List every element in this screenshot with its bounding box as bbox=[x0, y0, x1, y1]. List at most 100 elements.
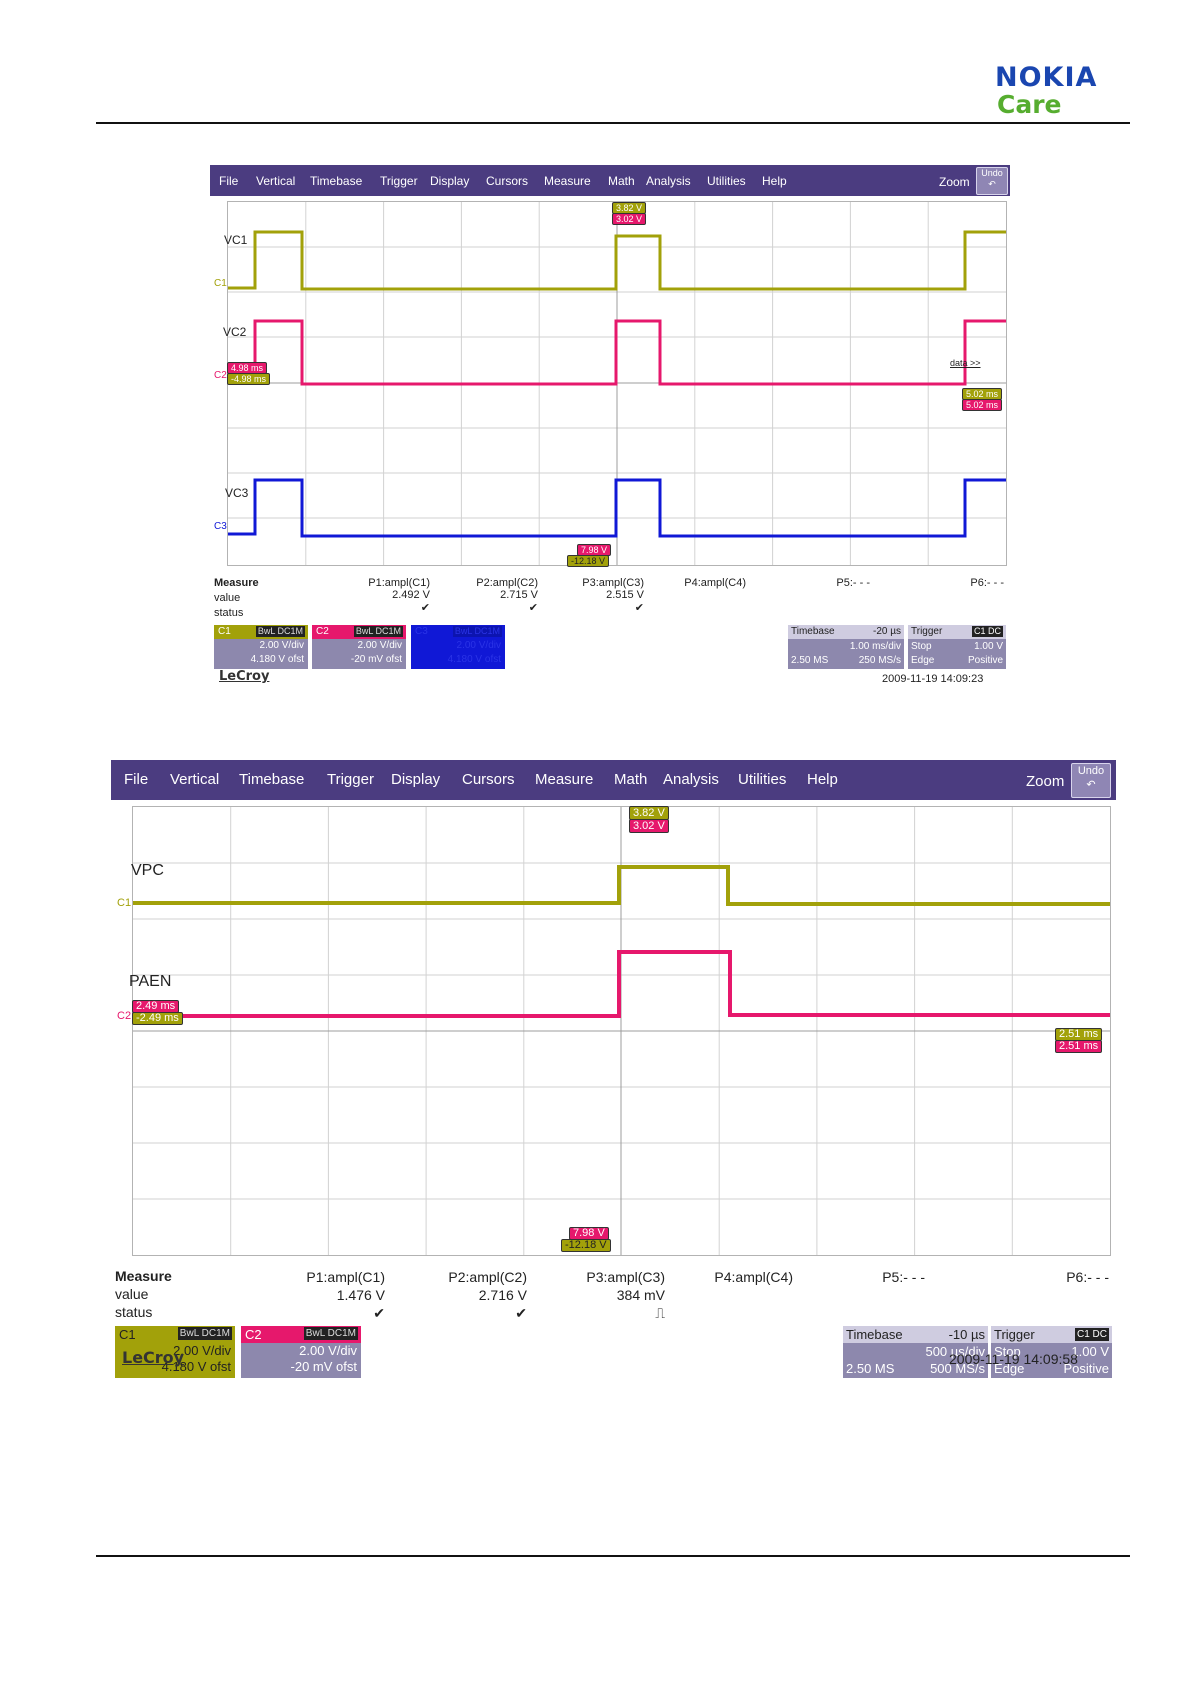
scope1-menubar: File Vertical Timebase Trigger Display C… bbox=[210, 165, 1010, 196]
scope2-timestamp: 2009-11-19 14:09:58 bbox=[949, 1351, 1078, 1367]
p4-name: P4:ampl(C4) bbox=[684, 577, 746, 589]
measure-p4[interactable]: P4:ampl(C4) bbox=[666, 577, 746, 589]
lecroy-logo: LeCroy bbox=[122, 1348, 185, 1367]
c1-vdiv: 2.00 V/div bbox=[173, 1343, 231, 1358]
scope2-trigger-box[interactable]: Trigger C1 DC Stop 1.00 V Edge Positive bbox=[991, 1326, 1112, 1378]
marker-c2[interactable]: C2 bbox=[214, 370, 227, 381]
label-paen: PAEN bbox=[129, 973, 172, 990]
marker-c1[interactable]: C1 bbox=[214, 278, 227, 289]
timebase-rate: 500 MS/s bbox=[930, 1361, 985, 1376]
menu-measure[interactable]: Measure bbox=[535, 771, 594, 788]
p5-name: P5:- - - bbox=[882, 1269, 925, 1285]
scope1-timebase-box[interactable]: Timebase -20 µs 1.00 ms/div 2.50 MS 250 … bbox=[788, 625, 904, 669]
trigger-mode: Stop bbox=[994, 1344, 1021, 1359]
zoom-button[interactable]: Zoom bbox=[1026, 773, 1065, 790]
scope2-channel-c2[interactable]: C2 BwL DC1M 2.00 V/div -20 mV ofst bbox=[241, 1326, 361, 1378]
p2-status: ✔ bbox=[515, 1305, 527, 1321]
menu-math[interactable]: Math bbox=[614, 771, 648, 788]
nokia-care-logo: NOKIA Care bbox=[995, 64, 1130, 118]
p1-name: P1:ampl(C1) bbox=[368, 577, 430, 589]
c2-coupling-tag: BwL DC1M bbox=[353, 626, 403, 637]
measure-p6[interactable]: P6:- - - bbox=[1035, 1268, 1109, 1286]
header-rule bbox=[96, 122, 1130, 124]
cursor-readout-left-c1: -4.98 ms bbox=[227, 373, 271, 385]
cursor-readout-right-c2: 5.02 ms bbox=[962, 399, 1003, 411]
label-vc3: VC3 bbox=[225, 486, 249, 500]
p6-name: P6:- - - bbox=[1066, 1269, 1109, 1285]
measure-p5[interactable]: P5:- - - bbox=[855, 1268, 925, 1286]
c2-offset: -20 mV ofst bbox=[350, 654, 402, 665]
measure-p2[interactable]: P2:ampl(C2) 2.715 V ✔ bbox=[458, 577, 538, 614]
menu-timebase[interactable]: Timebase bbox=[239, 771, 305, 788]
undo-icon: ↶ bbox=[1086, 779, 1096, 791]
menu-measure[interactable]: Measure bbox=[544, 174, 591, 188]
menu-math[interactable]: Math bbox=[608, 174, 635, 188]
label-vc1: VC1 bbox=[224, 233, 248, 247]
undo-button[interactable]: Undo ↶ bbox=[1071, 763, 1111, 798]
measure-p1[interactable]: P1:ampl(C1) 2.492 V ✔ bbox=[354, 577, 430, 614]
undo-label: Undo bbox=[1077, 765, 1105, 777]
scope2-waveform-grid bbox=[132, 806, 1111, 1256]
marker-c2[interactable]: C2 bbox=[117, 1010, 132, 1022]
menu-display[interactable]: Display bbox=[391, 771, 441, 788]
trigger-mode: Stop bbox=[911, 641, 932, 652]
menu-file[interactable]: File bbox=[124, 771, 149, 788]
scope1-channel-c1[interactable]: C1 BwL DC1M 2.00 V/div 4.180 V ofst bbox=[214, 625, 308, 669]
menu-vertical[interactable]: Vertical bbox=[256, 174, 296, 188]
cursor-readout-right-c2: 2.51 ms bbox=[1055, 1040, 1103, 1053]
measure-p2[interactable]: P2:ampl(C2) 2.716 V ✔ bbox=[425, 1268, 527, 1322]
trigger-title: Trigger bbox=[994, 1327, 1035, 1342]
measure-value-label: value bbox=[214, 592, 241, 604]
c1-name: C1 bbox=[119, 1327, 136, 1342]
menu-trigger[interactable]: Trigger bbox=[327, 771, 374, 788]
scope2-channel-c1[interactable]: C1 BwL DC1M 2.00 V/div 4.180 V ofst bbox=[115, 1326, 235, 1378]
scope2-menubar: File Vertical Timebase Trigger Display C… bbox=[111, 760, 1116, 800]
menu-display[interactable]: Display bbox=[430, 174, 470, 188]
menu-help[interactable]: Help bbox=[807, 771, 838, 788]
data-link[interactable]: data >> bbox=[950, 358, 981, 368]
p1-value: 2.492 V bbox=[392, 589, 430, 601]
menu-utilities[interactable]: Utilities bbox=[738, 771, 787, 788]
scope2-timebase-box[interactable]: Timebase -10 µs 500 µs/div 2.50 MS 500 M… bbox=[843, 1326, 988, 1378]
scope1-measure-table: Measure value status P1:ampl(C1) 2.492 V… bbox=[214, 577, 1010, 625]
trigger-slope: Positive bbox=[967, 655, 1003, 666]
menu-cursors[interactable]: Cursors bbox=[462, 771, 515, 788]
scope1-channel-c3[interactable]: C3 BwL DC1M 2.00 V/div 4.180 V ofst bbox=[411, 625, 505, 669]
trigger-tag: C1 DC bbox=[971, 626, 1003, 637]
marker-c3[interactable]: C3 bbox=[214, 521, 227, 532]
cursor-readout-top-c1: 3.82 V bbox=[629, 806, 669, 820]
timebase-div: 500 µs/div bbox=[925, 1344, 985, 1359]
trigger-type: Edge bbox=[911, 655, 935, 666]
marker-c1[interactable]: C1 bbox=[117, 897, 132, 909]
measure-p5[interactable]: P5:- - - bbox=[810, 577, 870, 589]
menu-file[interactable]: File bbox=[219, 174, 239, 188]
menu-cursors[interactable]: Cursors bbox=[486, 174, 529, 188]
measure-status-label: status bbox=[214, 607, 244, 619]
measure-p3[interactable]: P3:ampl(C3) 384 mV ⎍ bbox=[547, 1268, 665, 1322]
c3-name: C3 bbox=[415, 626, 428, 637]
p3-name: P3:ampl(C3) bbox=[586, 1269, 665, 1285]
p1-status: ✔ bbox=[420, 602, 430, 614]
menu-analysis[interactable]: Analysis bbox=[663, 771, 719, 788]
cursor-readout-top-c2: 3.02 V bbox=[629, 819, 669, 833]
measure-p1[interactable]: P1:ampl(C1) 1.476 V ✔ bbox=[291, 1268, 385, 1322]
menu-analysis[interactable]: Analysis bbox=[646, 174, 691, 188]
menu-timebase[interactable]: Timebase bbox=[310, 174, 363, 188]
logo-care: Care bbox=[997, 90, 1062, 119]
scope1-channel-c2[interactable]: C2 BwL DC1M 2.00 V/div -20 mV ofst bbox=[312, 625, 406, 669]
menu-utilities[interactable]: Utilities bbox=[707, 174, 746, 188]
trigger-tag: C1 DC bbox=[1074, 1328, 1109, 1341]
menu-vertical[interactable]: Vertical bbox=[170, 771, 220, 788]
menu-trigger[interactable]: Trigger bbox=[380, 174, 418, 188]
p1-name: P1:ampl(C1) bbox=[306, 1269, 385, 1285]
measure-p4[interactable]: P4:ampl(C4) bbox=[693, 1268, 793, 1286]
undo-button[interactable]: Undo ↶ bbox=[976, 167, 1008, 195]
measure-p3[interactable]: P3:ampl(C3) 2.515 V ✔ bbox=[564, 577, 644, 614]
zoom-button[interactable]: Zoom bbox=[939, 175, 970, 189]
footer-rule bbox=[96, 1555, 1130, 1557]
menu-help[interactable]: Help bbox=[762, 174, 787, 188]
trigger-type: Edge bbox=[994, 1361, 1025, 1376]
scope1-trigger-box[interactable]: Trigger C1 DC Stop 1.00 V Edge Positive bbox=[908, 625, 1006, 669]
measure-p6[interactable]: P6:- - - bbox=[944, 577, 1004, 589]
scope1-timestamp: 2009-11-19 14:09:23 bbox=[882, 673, 984, 685]
